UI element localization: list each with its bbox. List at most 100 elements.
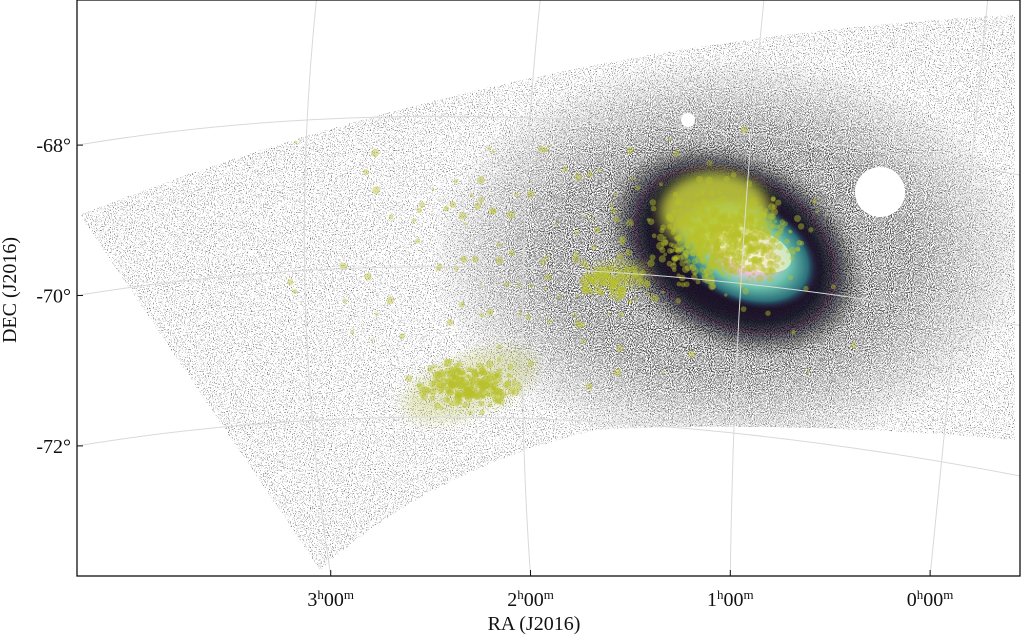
source-dot bbox=[731, 220, 737, 225]
source-dot bbox=[483, 382, 491, 390]
source-dot bbox=[608, 293, 614, 299]
source-dot bbox=[591, 281, 597, 287]
source-dot bbox=[701, 220, 705, 224]
source-dot bbox=[539, 259, 547, 266]
source-dot bbox=[713, 243, 720, 250]
source-dot bbox=[728, 217, 736, 224]
source-dot bbox=[781, 261, 785, 266]
source-dot bbox=[753, 256, 761, 264]
source-dot bbox=[760, 251, 765, 257]
source-dot bbox=[491, 208, 497, 215]
source-dot bbox=[473, 379, 482, 388]
source-dot bbox=[753, 246, 761, 254]
source-dot bbox=[445, 377, 453, 385]
source-dot bbox=[474, 202, 482, 210]
source-dot bbox=[700, 207, 706, 213]
source-dot bbox=[669, 248, 675, 254]
source-dot bbox=[713, 256, 717, 261]
source-dot bbox=[687, 220, 692, 225]
source-dot bbox=[694, 233, 701, 240]
source-dot bbox=[724, 255, 731, 261]
source-dot bbox=[691, 223, 696, 228]
source-dot bbox=[431, 383, 436, 388]
x-tick-label: 2h00m bbox=[507, 587, 554, 612]
source-dot bbox=[713, 240, 721, 249]
source-dot bbox=[734, 229, 742, 237]
source-dot bbox=[768, 268, 777, 276]
source-dot bbox=[753, 241, 762, 250]
source-dot bbox=[763, 267, 771, 275]
source-dot bbox=[697, 238, 702, 243]
source-dot bbox=[718, 230, 723, 234]
source-dot bbox=[615, 280, 619, 285]
source-dot bbox=[733, 221, 738, 226]
source-dot bbox=[714, 239, 719, 244]
source-dot bbox=[488, 403, 492, 408]
source-dot bbox=[712, 246, 720, 254]
source-dot bbox=[704, 242, 710, 247]
source-dot bbox=[727, 275, 733, 280]
source-dot bbox=[673, 246, 679, 253]
source-dot bbox=[590, 217, 594, 221]
source-dot bbox=[605, 274, 611, 280]
source-dot bbox=[615, 289, 622, 296]
y-axis-label: DEC (J2016) bbox=[0, 237, 21, 343]
source-dot bbox=[479, 282, 483, 286]
source-dot bbox=[446, 389, 454, 397]
source-dot bbox=[718, 242, 723, 247]
source-dot bbox=[744, 217, 751, 224]
source-dot bbox=[598, 168, 602, 172]
source-dot bbox=[490, 391, 499, 399]
source-dot bbox=[618, 272, 623, 277]
source-dot bbox=[704, 272, 710, 278]
source-dot bbox=[471, 368, 478, 375]
source-dot bbox=[488, 370, 494, 376]
source-dot bbox=[651, 233, 657, 239]
source-dot bbox=[562, 166, 569, 173]
source-dot bbox=[448, 402, 452, 406]
source-dot bbox=[830, 284, 836, 290]
source-dot bbox=[670, 230, 676, 235]
source-dot bbox=[705, 239, 714, 248]
source-dot bbox=[708, 234, 713, 239]
source-dot bbox=[443, 396, 451, 404]
source-dot bbox=[584, 214, 589, 218]
source-dot bbox=[432, 370, 441, 379]
source-dot bbox=[374, 312, 379, 317]
source-dot bbox=[724, 232, 728, 237]
source-dot bbox=[763, 232, 772, 240]
source-dot bbox=[704, 277, 712, 285]
source-dot bbox=[755, 201, 759, 205]
source-dot bbox=[707, 277, 716, 286]
source-dot bbox=[707, 238, 714, 245]
source-dot bbox=[460, 393, 466, 398]
source-dot bbox=[685, 258, 691, 265]
source-dot bbox=[703, 247, 709, 253]
source-dot bbox=[483, 385, 487, 389]
source-dot bbox=[647, 218, 655, 225]
source-dot bbox=[529, 283, 534, 289]
source-dot bbox=[490, 377, 497, 385]
source-dot bbox=[630, 176, 635, 181]
source-dot bbox=[696, 231, 701, 236]
source-dot bbox=[721, 256, 728, 264]
source-dot bbox=[507, 387, 515, 394]
source-dot bbox=[673, 236, 678, 240]
source-dot bbox=[452, 366, 458, 373]
source-dot bbox=[491, 396, 498, 402]
source-dot bbox=[557, 294, 562, 300]
source-dot bbox=[455, 390, 461, 396]
source-dot bbox=[708, 255, 717, 264]
source-dot bbox=[475, 392, 483, 400]
source-dot bbox=[751, 235, 757, 241]
source-dot bbox=[714, 262, 719, 267]
source-dot bbox=[454, 391, 463, 400]
source-dot bbox=[716, 215, 724, 223]
source-dot bbox=[714, 226, 720, 231]
source-dot bbox=[503, 380, 512, 389]
source-dot bbox=[685, 211, 690, 217]
source-dot bbox=[439, 378, 448, 386]
source-dot bbox=[748, 221, 754, 227]
source-dot bbox=[755, 243, 762, 250]
source-dot bbox=[709, 253, 718, 262]
